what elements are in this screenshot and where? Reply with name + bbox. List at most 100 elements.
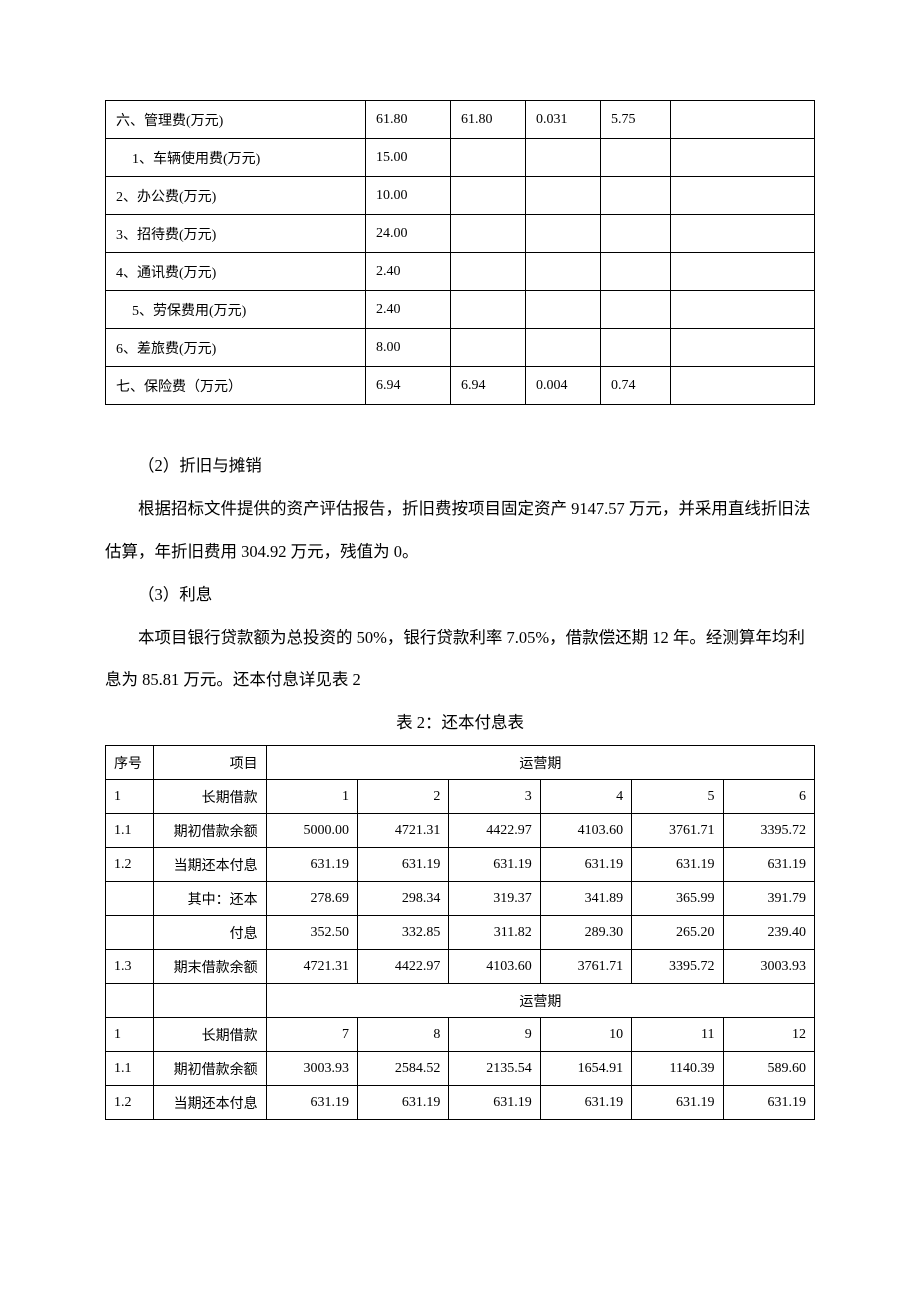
cell-value: 391.79 xyxy=(723,882,814,916)
table-row: 1、车辆使用费(万元) 15.00 xyxy=(106,139,815,177)
table-row: 六、管理费(万元) 61.80 61.80 0.031 5.75 xyxy=(106,101,815,139)
cell-label: 3、招待费(万元) xyxy=(106,215,366,253)
cell-value: 278.69 xyxy=(266,882,357,916)
cell-value: 1 xyxy=(266,780,357,814)
cell-seq: 1 xyxy=(106,780,154,814)
cell-item: 长期借款 xyxy=(154,780,266,814)
table-row: 1.2 当期还本付息 631.19 631.19 631.19 631.19 6… xyxy=(106,1086,815,1120)
cell-value: 10.00 xyxy=(366,177,451,215)
cell-value xyxy=(451,253,526,291)
table-row: 1.1 期初借款余额 3003.93 2584.52 2135.54 1654.… xyxy=(106,1052,815,1086)
cell-blank xyxy=(671,367,815,405)
cell-value: 8 xyxy=(358,1018,449,1052)
cell-label: 5、劳保费用(万元) xyxy=(106,291,366,329)
cell-seq: 1.3 xyxy=(106,950,154,984)
cell-label: 1、车辆使用费(万元) xyxy=(106,139,366,177)
cell-value: 0.031 xyxy=(526,101,601,139)
cell-value: 1140.39 xyxy=(632,1052,723,1086)
cell-value: 289.30 xyxy=(540,916,631,950)
cell-value: 3003.93 xyxy=(723,950,814,984)
cell-blank xyxy=(671,253,815,291)
cell-value: 4422.97 xyxy=(358,950,449,984)
cell-item: 其中：还本 xyxy=(154,882,266,916)
cell-item: 期末借款余额 xyxy=(154,950,266,984)
cell-value xyxy=(526,139,601,177)
header-period: 运营期 xyxy=(266,984,814,1018)
cell-value: 5 xyxy=(632,780,723,814)
paragraph: 根据招标文件提供的资产评估报告，折旧费按项目固定资产 9147.57 万元，并采… xyxy=(105,488,815,574)
paragraph-heading: （3）利息 xyxy=(105,574,815,617)
cell-value xyxy=(601,139,671,177)
cell-value: 0.004 xyxy=(526,367,601,405)
table-row: 6、差旅费(万元) 8.00 xyxy=(106,329,815,367)
cell-seq xyxy=(106,984,154,1018)
cell-value: 1654.91 xyxy=(540,1052,631,1086)
cell-value: 631.19 xyxy=(449,1086,540,1120)
cell-value: 631.19 xyxy=(723,1086,814,1120)
cell-seq xyxy=(106,916,154,950)
cell-value: 631.19 xyxy=(266,1086,357,1120)
body-text-block: （2）折旧与摊销 根据招标文件提供的资产评估报告，折旧费按项目固定资产 9147… xyxy=(105,445,815,745)
cell-item: 当期还本付息 xyxy=(154,848,266,882)
cell-label: 七、保险费（万元） xyxy=(106,367,366,405)
cell-value: 631.19 xyxy=(540,848,631,882)
cell-value xyxy=(601,177,671,215)
cell-label: 六、管理费(万元) xyxy=(106,101,366,139)
cell-value: 365.99 xyxy=(632,882,723,916)
cell-value: 239.40 xyxy=(723,916,814,950)
cell-value: 4 xyxy=(540,780,631,814)
cell-value: 15.00 xyxy=(366,139,451,177)
table-caption: 表 2：还本付息表 xyxy=(105,702,815,745)
header-period: 运营期 xyxy=(266,746,814,780)
cell-value: 631.19 xyxy=(358,848,449,882)
cell-value: 311.82 xyxy=(449,916,540,950)
cell-value: 631.19 xyxy=(358,1086,449,1120)
header-seq: 序号 xyxy=(106,746,154,780)
cell-value: 2135.54 xyxy=(449,1052,540,1086)
table-row: 付息 352.50 332.85 311.82 289.30 265.20 23… xyxy=(106,916,815,950)
cell-item xyxy=(154,984,266,1018)
paragraph-heading: （2）折旧与摊销 xyxy=(105,445,815,488)
cell-value: 298.34 xyxy=(358,882,449,916)
cell-value: 4422.97 xyxy=(449,814,540,848)
cell-value: 631.19 xyxy=(266,848,357,882)
cell-value xyxy=(526,329,601,367)
cell-value xyxy=(601,329,671,367)
cell-value: 589.60 xyxy=(723,1052,814,1086)
cell-value xyxy=(601,291,671,329)
table-row: 其中：还本 278.69 298.34 319.37 341.89 365.99… xyxy=(106,882,815,916)
cell-value: 11 xyxy=(632,1018,723,1052)
paragraph: 本项目银行贷款额为总投资的 50%，银行贷款利率 7.05%，借款偿还期 12 … xyxy=(105,617,815,703)
cell-value: 6.94 xyxy=(366,367,451,405)
cell-value: 3395.72 xyxy=(723,814,814,848)
repayment-table: 序号 项目 运营期 1 长期借款 1 2 3 4 5 6 1.1 期初借款余额 … xyxy=(105,745,815,1120)
table-row: 1 长期借款 1 2 3 4 5 6 xyxy=(106,780,815,814)
cell-value: 2.40 xyxy=(366,253,451,291)
cell-seq: 1.2 xyxy=(106,848,154,882)
cell-label: 2、办公费(万元) xyxy=(106,177,366,215)
cell-value: 631.19 xyxy=(449,848,540,882)
cell-item: 期初借款余额 xyxy=(154,1052,266,1086)
cell-seq: 1.1 xyxy=(106,814,154,848)
cell-item: 期初借款余额 xyxy=(154,814,266,848)
header-item: 项目 xyxy=(154,746,266,780)
cell-value: 6 xyxy=(723,780,814,814)
cell-value: 631.19 xyxy=(723,848,814,882)
table-row: 1.3 期末借款余额 4721.31 4422.97 4103.60 3761.… xyxy=(106,950,815,984)
table-row: 1.1 期初借款余额 5000.00 4721.31 4422.97 4103.… xyxy=(106,814,815,848)
document-page: 六、管理费(万元) 61.80 61.80 0.031 5.75 1、车辆使用费… xyxy=(0,0,920,1180)
cell-value: 5000.00 xyxy=(266,814,357,848)
table-header-row: 序号 项目 运营期 xyxy=(106,746,815,780)
cell-value: 12 xyxy=(723,1018,814,1052)
cell-value: 332.85 xyxy=(358,916,449,950)
cell-value: 5.75 xyxy=(601,101,671,139)
table-subheader-row: 运营期 xyxy=(106,984,815,1018)
cell-item: 付息 xyxy=(154,916,266,950)
cell-value xyxy=(451,177,526,215)
cell-value: 319.37 xyxy=(449,882,540,916)
table-row: 1 长期借款 7 8 9 10 11 12 xyxy=(106,1018,815,1052)
cell-item: 当期还本付息 xyxy=(154,1086,266,1120)
table-row: 2、办公费(万元) 10.00 xyxy=(106,177,815,215)
cell-value: 352.50 xyxy=(266,916,357,950)
cell-value: 3761.71 xyxy=(540,950,631,984)
